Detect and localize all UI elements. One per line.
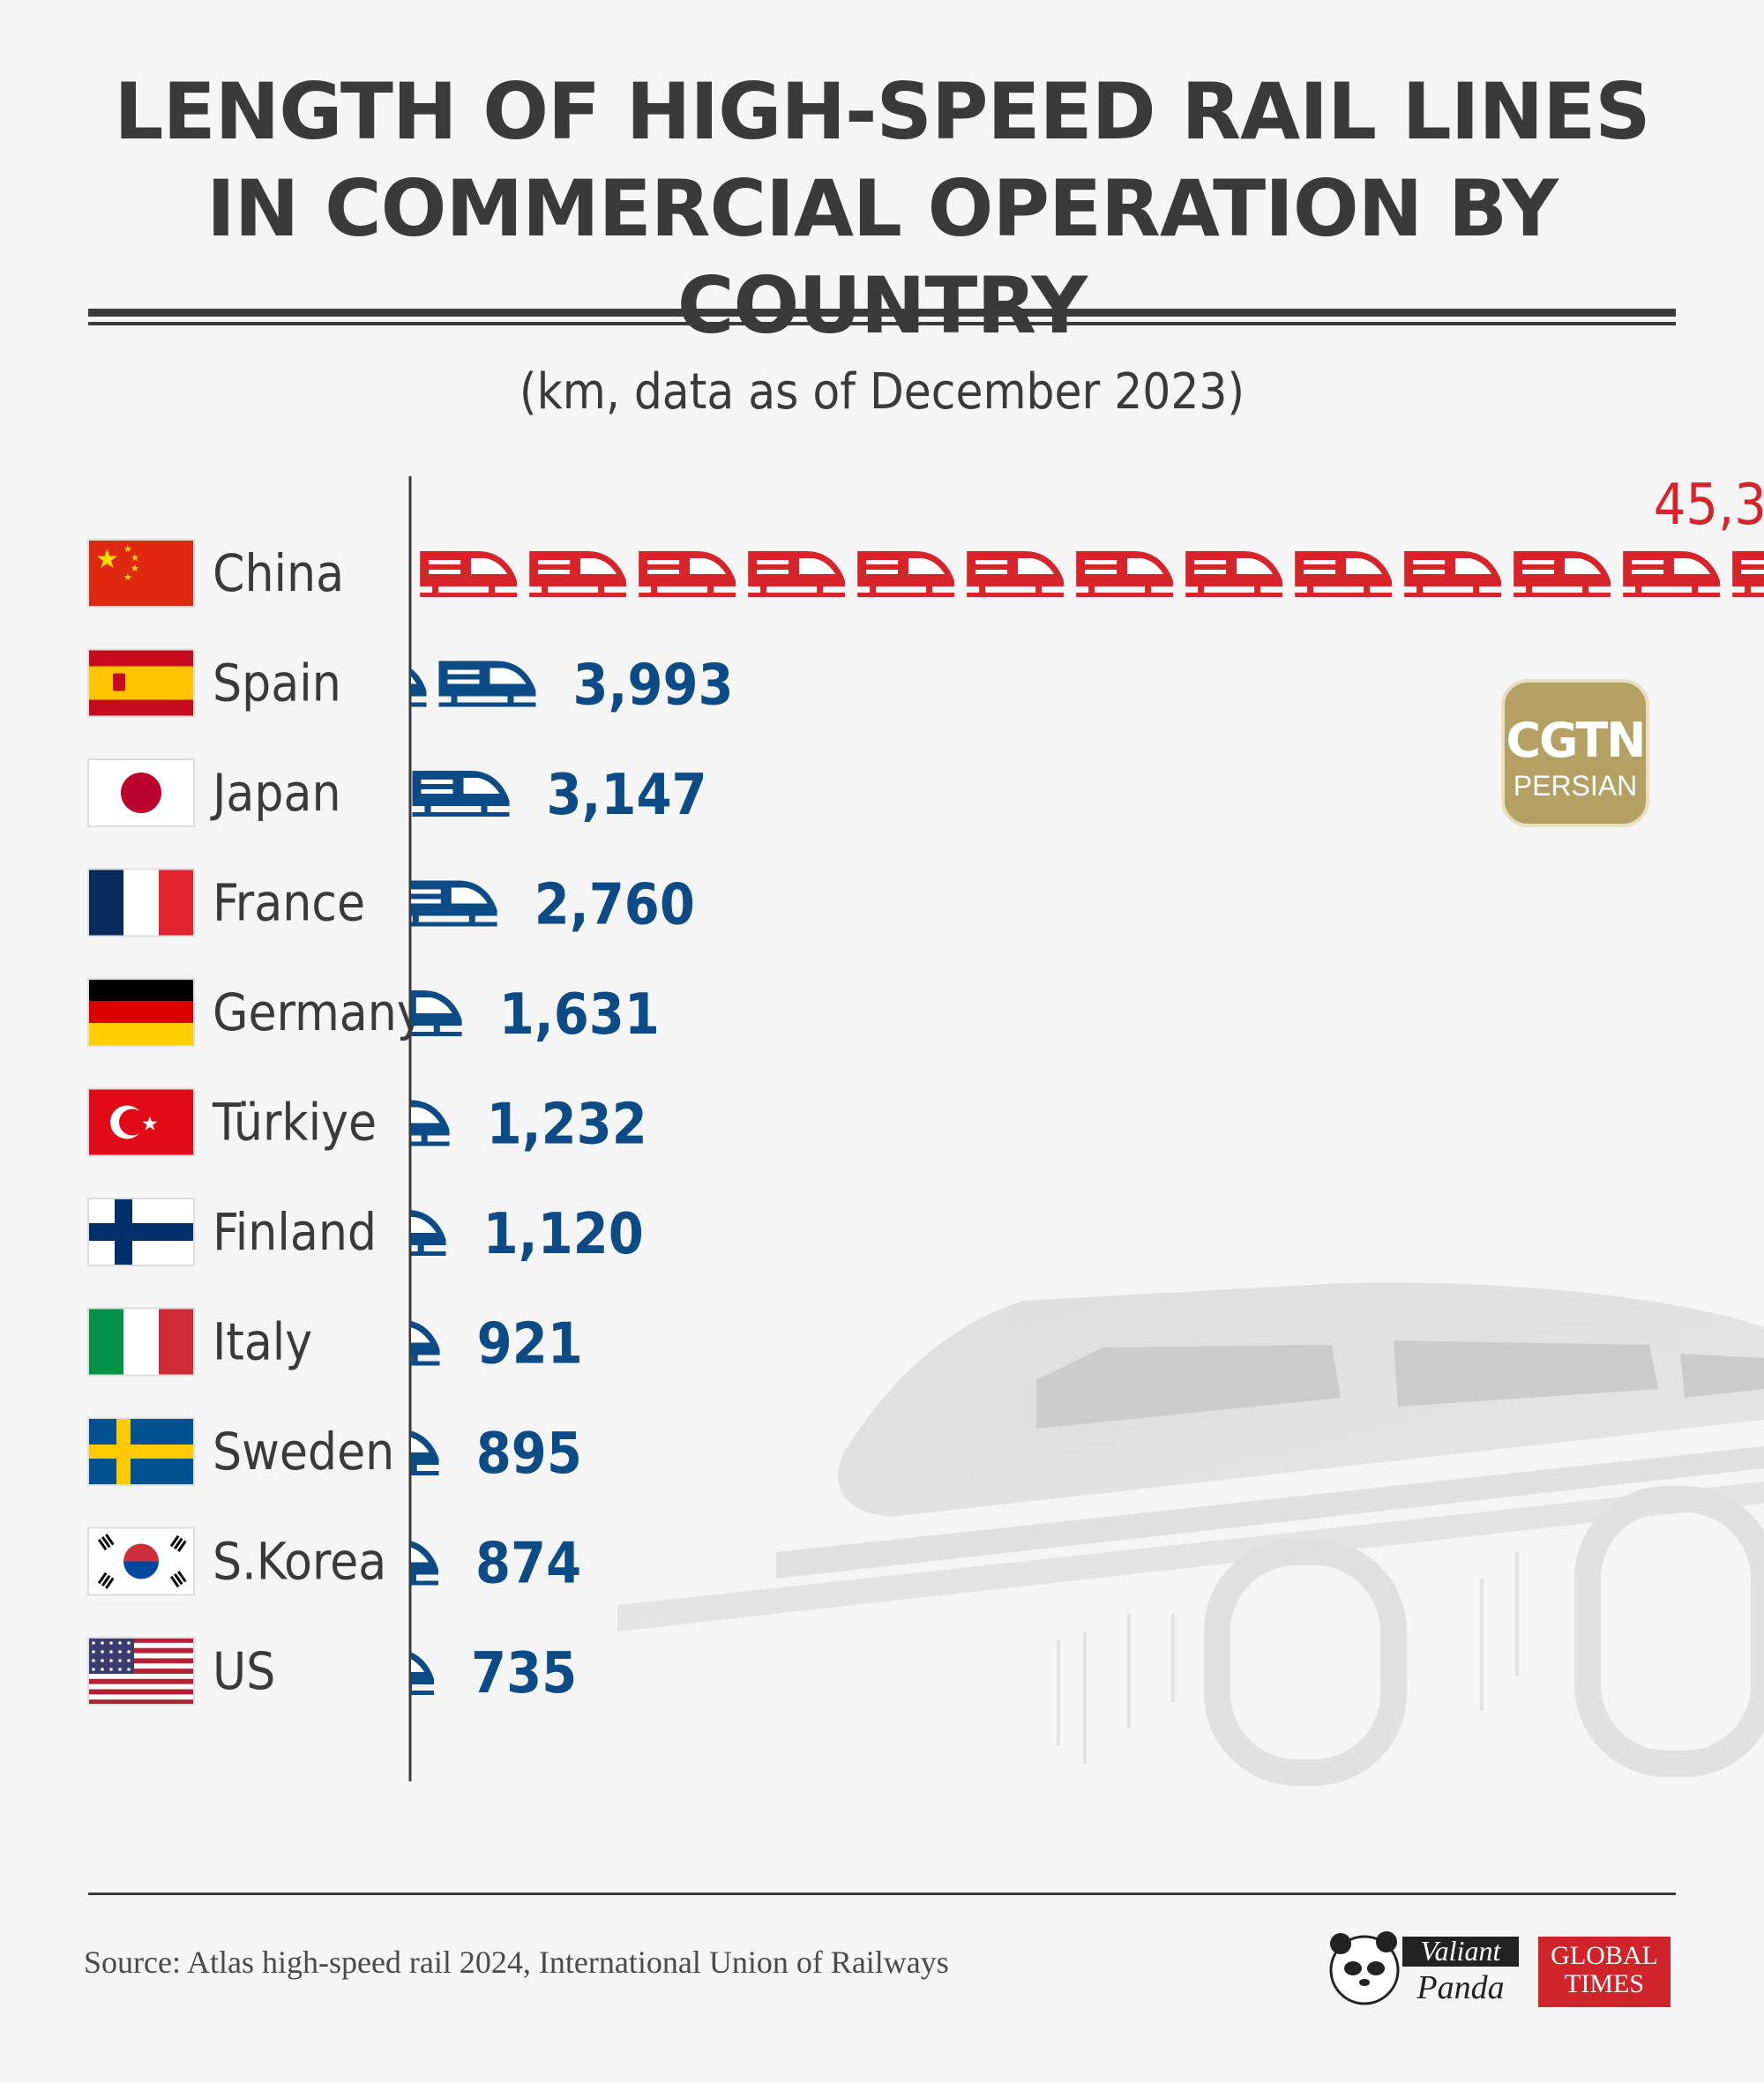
- germany-flag-icon: [87, 978, 195, 1047]
- bar: [411, 661, 536, 707]
- svg-text:★: ★: [95, 544, 119, 575]
- data-label: 1,232: [487, 1093, 647, 1158]
- cgtn-logo-text: CGTN: [1506, 713, 1646, 768]
- category-label: Spain: [213, 653, 341, 713]
- chart-row: Germany 1,631: [87, 978, 660, 1048]
- title-divider-thin: [88, 322, 1676, 325]
- svg-text:★: ★: [141, 1114, 159, 1136]
- title-line-1: LENGTH OF HIGH-SPEED RAIL LINES: [114, 66, 1650, 157]
- france-flag-icon: [87, 868, 195, 937]
- category-label: Sweden: [213, 1422, 394, 1482]
- sweden-flag-icon: [87, 1417, 195, 1486]
- title-divider: [88, 309, 1676, 317]
- category-label: Germany: [213, 982, 424, 1042]
- data-label: 1,120: [483, 1202, 644, 1267]
- data-label: 3,993: [572, 653, 733, 719]
- source-note: Source: Atlas high-speed rail 2024, Inte…: [84, 1945, 949, 1980]
- bar: [412, 771, 510, 817]
- us-flag-icon: [87, 1637, 195, 1706]
- china-flag-icon: ★ ★★★★: [87, 539, 195, 608]
- south-korea-flag-icon: [87, 1527, 195, 1596]
- category-label: China: [213, 543, 344, 603]
- bar: [411, 1649, 435, 1695]
- gt-logo-line-1: GLOBAL: [1551, 1941, 1658, 1970]
- category-label: Italy: [213, 1312, 312, 1372]
- svg-text:★: ★: [123, 543, 132, 555]
- category-label: Finland: [213, 1202, 377, 1262]
- background-train-illustration: [617, 1282, 1764, 1786]
- chart-row: S.Korea 874: [87, 1527, 581, 1597]
- chart-row: US 735: [87, 1637, 577, 1706]
- chart-row: France 2,760: [87, 868, 695, 938]
- japan-flag-icon: [87, 758, 195, 827]
- category-label: S.Korea: [213, 1532, 386, 1592]
- svg-text:★: ★: [131, 563, 139, 574]
- chart-row: Japan 3,147: [87, 758, 707, 828]
- chart-row: Spain 3,993: [87, 648, 734, 719]
- category-label: Japan: [210, 763, 341, 823]
- svg-text:★: ★: [131, 552, 139, 564]
- bar: [420, 551, 1764, 597]
- svg-text:★: ★: [123, 571, 132, 583]
- chart-subtitle: (km, data as of December 2023): [519, 363, 1245, 421]
- chart-row: Sweden 895: [87, 1417, 582, 1487]
- data-label: 3,147: [546, 763, 706, 828]
- bar: [411, 880, 497, 927]
- global-times-logo: GLOBAL TIMES: [1538, 1937, 1671, 2007]
- category-label: France: [213, 873, 365, 933]
- turkiye-flag-icon: ★: [87, 1087, 195, 1157]
- chart-row: ★ Türkiye 1,232: [87, 1087, 647, 1158]
- panda-logo-line-2: Panda: [1416, 1969, 1504, 2006]
- data-label: 735: [471, 1641, 577, 1706]
- data-label: 45,390: [1654, 473, 1764, 538]
- chart-row: Italy 921: [87, 1307, 583, 1377]
- italy-flag-icon: [87, 1307, 195, 1377]
- gt-logo-line-2: TIMES: [1565, 1969, 1644, 1998]
- category-label: US: [213, 1641, 275, 1701]
- data-label: 2,760: [534, 873, 695, 938]
- data-label: 874: [475, 1532, 581, 1597]
- persian-logo-text: PERSIAN: [1513, 770, 1638, 802]
- bar: [411, 1319, 440, 1366]
- cgtn-persian-logo: CGTN PERSIAN: [1501, 679, 1649, 827]
- title-line-2: IN COMMERCIAL OPERATION BY COUNTRY: [206, 163, 1558, 351]
- footer-divider: [88, 1893, 1676, 1895]
- panda-logo-line-1: Valiant: [1421, 1935, 1502, 1967]
- category-label: Türkiye: [212, 1093, 377, 1153]
- data-label: 895: [476, 1422, 582, 1487]
- data-label: 921: [477, 1312, 583, 1377]
- spain-flag-icon: [87, 648, 195, 718]
- data-label: 1,631: [499, 982, 660, 1048]
- chart-row: Finland 1,120: [87, 1198, 644, 1267]
- valiant-panda-logo: Valiant Panda: [1329, 1931, 1519, 2006]
- finland-flag-icon: [87, 1198, 195, 1266]
